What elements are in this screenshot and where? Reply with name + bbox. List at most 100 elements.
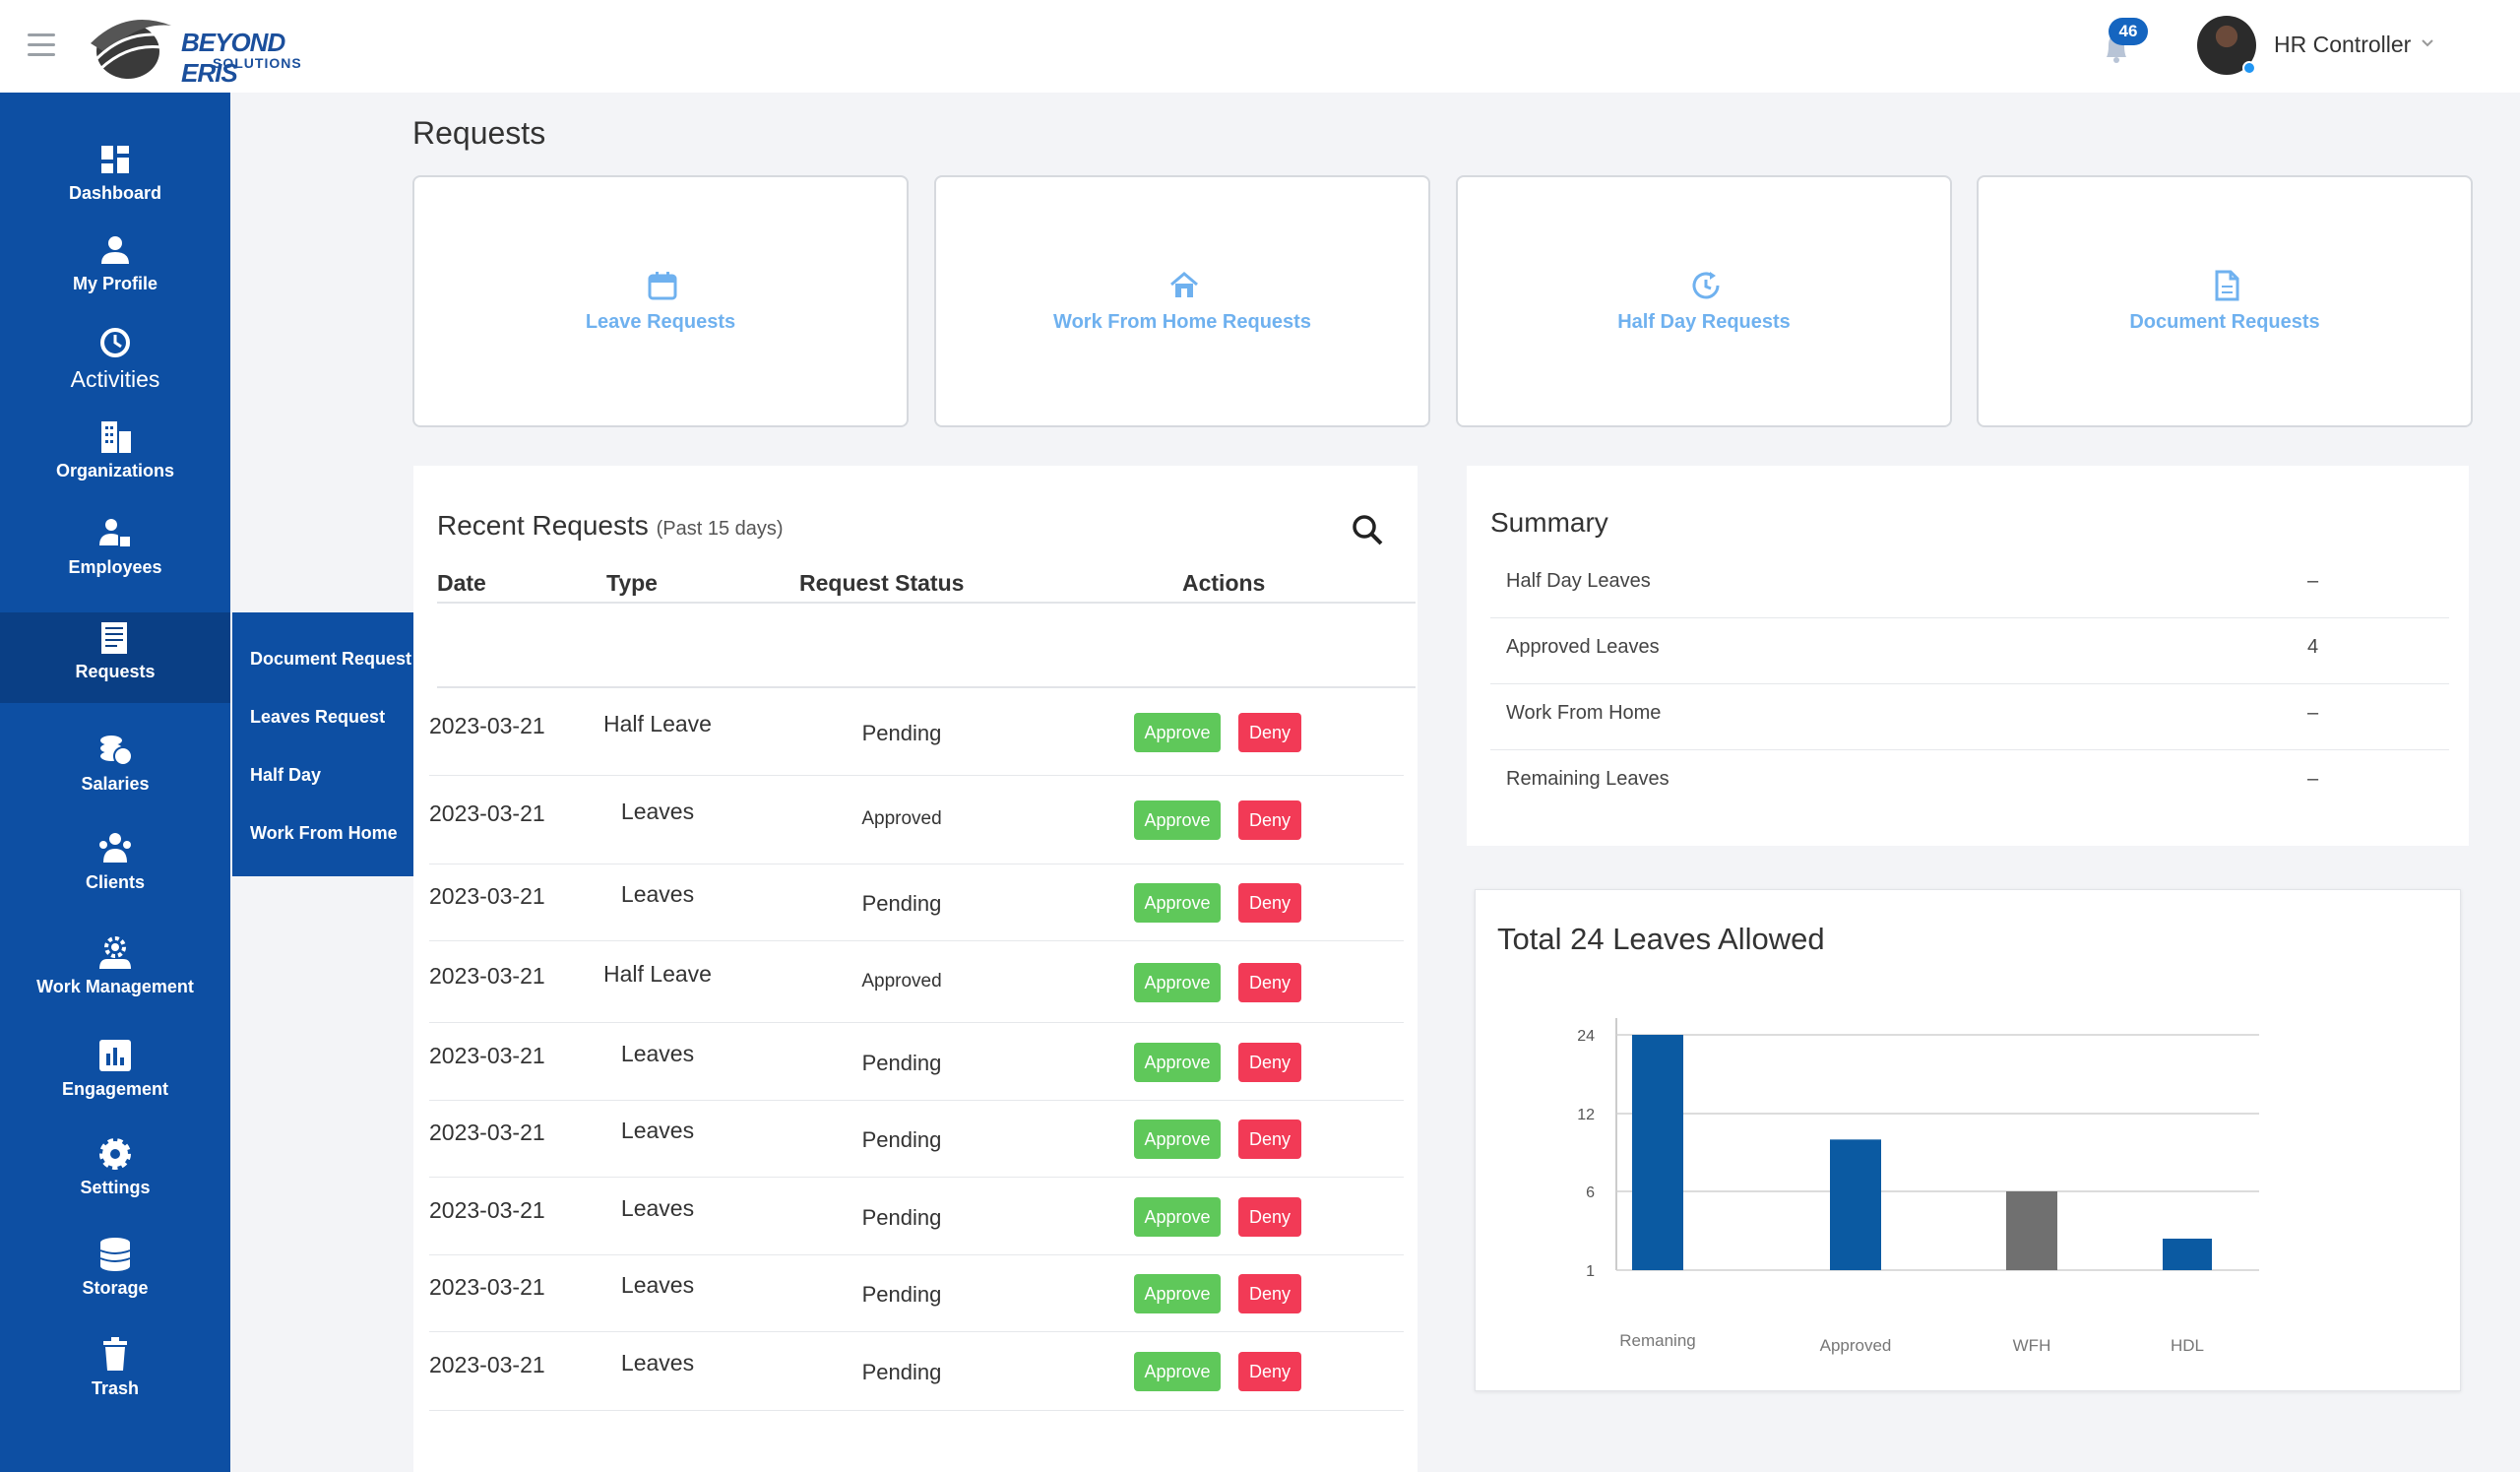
request-type: Leaves xyxy=(620,881,695,907)
request-date: 2023-03-21 xyxy=(429,713,545,738)
approve-button[interactable]: Approve xyxy=(1134,1274,1221,1313)
company-logo[interactable]: BEYOND ERIS SOLUTIONS xyxy=(87,10,343,88)
summary-row-work-from-home: Work From Home – xyxy=(1490,684,2449,750)
sidebar-item-clients[interactable]: Clients xyxy=(0,829,230,893)
deny-button[interactable]: Deny xyxy=(1238,1120,1301,1159)
sidebar-item-settings[interactable]: Settings xyxy=(0,1134,230,1198)
sidebar-item-work-management[interactable]: Work Management xyxy=(0,933,230,997)
deny-button[interactable]: Deny xyxy=(1238,883,1301,923)
submenu-item-document-request[interactable]: Document Request xyxy=(250,649,412,669)
submenu-item-leaves-request[interactable]: Leaves Request xyxy=(250,707,386,727)
y-tick-label: 1 xyxy=(1586,1263,1595,1280)
column-header-type: Type xyxy=(606,570,658,596)
summary-label: Work From Home xyxy=(1506,702,1662,724)
summary-value: – xyxy=(2307,570,2319,592)
table-row: 2023-03-21 Leaves Pending Approve Deny xyxy=(429,864,1404,941)
summary-title: Summary xyxy=(1490,507,1608,538)
sidebar-item-label: Storage xyxy=(82,1278,149,1298)
request-status: Pending xyxy=(861,1205,942,1230)
submenu-item-half-day[interactable]: Half Day xyxy=(250,765,322,785)
request-type: Leaves xyxy=(620,1041,695,1066)
submenu-item-work-from-home[interactable]: Work From Home xyxy=(250,823,398,843)
deny-button[interactable]: Deny xyxy=(1238,963,1301,1002)
deny-button[interactable]: Deny xyxy=(1238,1274,1301,1313)
table-row: 2023-03-21 Leaves Pending Approve Deny xyxy=(429,1101,1404,1178)
sidebar-item-storage[interactable]: Storage xyxy=(0,1235,230,1299)
request-date: 2023-03-21 xyxy=(429,963,545,989)
chevron-down-icon[interactable] xyxy=(2420,35,2435,51)
approve-button[interactable]: Approve xyxy=(1134,883,1221,923)
sidebar-item-organizations[interactable]: Organizations xyxy=(0,417,230,481)
summary-label: Approved Leaves xyxy=(1506,636,1660,658)
deny-button[interactable]: Deny xyxy=(1238,1352,1301,1391)
notification-badge: 46 xyxy=(2109,18,2148,45)
sidebar-item-label: Requests xyxy=(75,662,156,681)
request-date: 2023-03-21 xyxy=(429,1274,545,1300)
work-management-icon xyxy=(99,936,131,969)
chart-icon xyxy=(99,1040,131,1071)
clients-icon xyxy=(99,833,131,863)
approve-button[interactable]: Approve xyxy=(1134,800,1221,840)
approve-button[interactable]: Approve xyxy=(1134,1352,1221,1391)
request-status: Approved xyxy=(861,808,942,829)
sidebar-item-activities[interactable]: Activities xyxy=(0,323,230,393)
deny-button[interactable]: Deny xyxy=(1238,800,1301,840)
sidebar-item-trash[interactable]: Trash xyxy=(0,1335,230,1399)
user-name[interactable]: HR Controller xyxy=(2274,32,2412,57)
home-icon xyxy=(1170,272,1198,297)
request-date: 2023-03-21 xyxy=(429,1120,545,1145)
table-row: 2023-03-21 Leaves Pending Approve Deny xyxy=(429,1178,1404,1255)
request-type: Half Leave xyxy=(603,711,712,736)
deny-button[interactable]: Deny xyxy=(1238,1043,1301,1082)
column-header-actions: Actions xyxy=(1182,570,1266,596)
summary-card: Summary Half Day Leaves – Approved Leave… xyxy=(1467,466,2469,846)
table-header: Date Type Request Status Actions xyxy=(437,566,1416,604)
column-header-request-status: Request Status xyxy=(799,570,965,596)
recent-requests-card: Recent Requests (Past 15 days) Date Type… xyxy=(413,466,1418,1472)
request-status: Pending xyxy=(861,1282,942,1307)
y-tick-label: 24 xyxy=(1577,1028,1595,1045)
gear-icon xyxy=(99,1138,131,1170)
approve-button[interactable]: Approve xyxy=(1134,963,1221,1002)
sidebar-item-label: Organizations xyxy=(55,461,174,480)
bar-approved xyxy=(1830,1139,1881,1270)
recent-requests-subtitle: (Past 15 days) xyxy=(656,518,784,540)
deny-button[interactable]: Deny xyxy=(1238,1197,1301,1237)
document-icon xyxy=(2215,270,2239,301)
table-row: 2023-03-21 Leaves Pending Approve Deny xyxy=(429,1255,1404,1332)
sidebar-item-engagement[interactable]: Engagement xyxy=(0,1036,230,1100)
request-status: Pending xyxy=(861,721,942,745)
menu-icon[interactable] xyxy=(28,33,55,57)
request-status: Approved xyxy=(861,971,942,992)
request-status: Pending xyxy=(861,891,942,916)
sidebar: Dashboard My Profile Activities Organiza… xyxy=(0,93,230,1472)
sidebar-item-label: Settings xyxy=(80,1178,151,1197)
x-tick-label: WFH xyxy=(2013,1336,2051,1355)
approve-button[interactable]: Approve xyxy=(1134,1197,1221,1237)
recent-requests-title: Recent Requests (Past 15 days) xyxy=(437,510,784,542)
building-icon xyxy=(101,421,131,453)
approve-button[interactable]: Approve xyxy=(1134,1043,1221,1082)
sidebar-item-label: Activities xyxy=(70,366,160,392)
search-icon[interactable] xyxy=(1351,513,1384,546)
half-day-requests-tile[interactable]: Half Day Requests xyxy=(1456,175,1952,427)
logo-swoosh-icon xyxy=(91,20,171,79)
sidebar-item-salaries[interactable]: Salaries xyxy=(0,731,230,795)
sidebar-item-label: Engagement xyxy=(61,1079,169,1099)
leave-requests-tile[interactable]: Leave Requests xyxy=(412,175,909,427)
sidebar-item-requests[interactable]: Requests xyxy=(0,612,230,703)
approve-button[interactable]: Approve xyxy=(1134,713,1221,752)
document-requests-tile[interactable]: Document Requests xyxy=(1977,175,2473,427)
work-from-home-requests-tile[interactable]: Work From Home Requests xyxy=(934,175,1430,427)
deny-button[interactable]: Deny xyxy=(1238,713,1301,752)
request-type: Leaves xyxy=(620,1350,695,1376)
sidebar-item-employees[interactable]: Employees xyxy=(0,514,230,578)
summary-label: Half Day Leaves xyxy=(1506,570,1651,592)
sidebar-item-dashboard[interactable]: Dashboard xyxy=(0,140,230,204)
trash-icon xyxy=(103,1337,127,1371)
sidebar-item-my-profile[interactable]: My Profile xyxy=(0,230,230,294)
page-title: Requests xyxy=(412,115,546,151)
approve-button[interactable]: Approve xyxy=(1134,1120,1221,1159)
person-icon xyxy=(101,236,129,264)
tile-label: Work From Home Requests xyxy=(1053,311,1311,333)
